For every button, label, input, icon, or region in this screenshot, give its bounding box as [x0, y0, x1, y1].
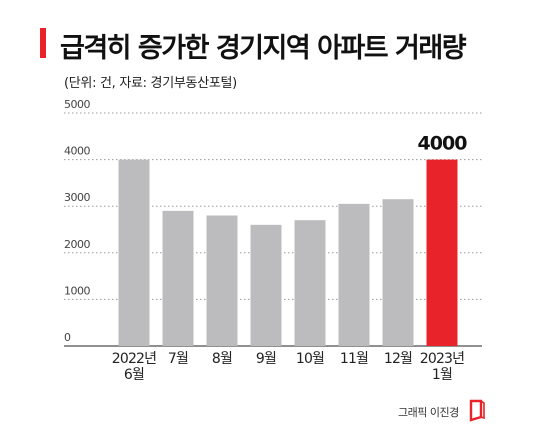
bar-highlight — [426, 159, 458, 346]
x-tick-label: 7월 — [168, 351, 188, 367]
graphic-credit: 그래픽 이진경 — [398, 406, 459, 419]
x-tick-label: 11월 — [340, 351, 368, 367]
bar — [382, 199, 414, 346]
bar — [206, 215, 238, 346]
chart-subtitle: (단위: 건, 자료: 경기부동산포털) — [64, 76, 237, 91]
y-tick-label: 5000 — [64, 98, 90, 111]
data-label: 4000 — [418, 133, 468, 155]
x-tick-label: 10월 — [296, 351, 324, 367]
x-tick-label: 12월 — [384, 351, 412, 367]
x-tick-label: 1월 — [432, 367, 452, 383]
x-tick-label: 8월 — [212, 351, 232, 367]
chart-title: 급격히 증가한 경기지역 아파트 거래량 — [60, 33, 467, 64]
bar — [338, 203, 370, 346]
y-tick-label: 0 — [64, 331, 71, 344]
bar — [118, 159, 150, 346]
bar — [162, 210, 194, 346]
x-tick-label: 6월 — [124, 367, 144, 383]
y-tick-label: 3000 — [64, 191, 90, 204]
x-tick-label: 2022년 — [112, 351, 157, 367]
bar — [294, 220, 326, 346]
y-tick-label: 1000 — [64, 284, 90, 297]
x-tick-label: 9월 — [256, 351, 276, 367]
title-accent-bar — [40, 28, 46, 58]
x-tick-label: 2023년 — [420, 351, 465, 367]
y-tick-label: 2000 — [64, 238, 90, 251]
publisher-logo-icon — [469, 399, 485, 422]
y-tick-label: 4000 — [64, 145, 90, 158]
bar — [250, 224, 282, 346]
